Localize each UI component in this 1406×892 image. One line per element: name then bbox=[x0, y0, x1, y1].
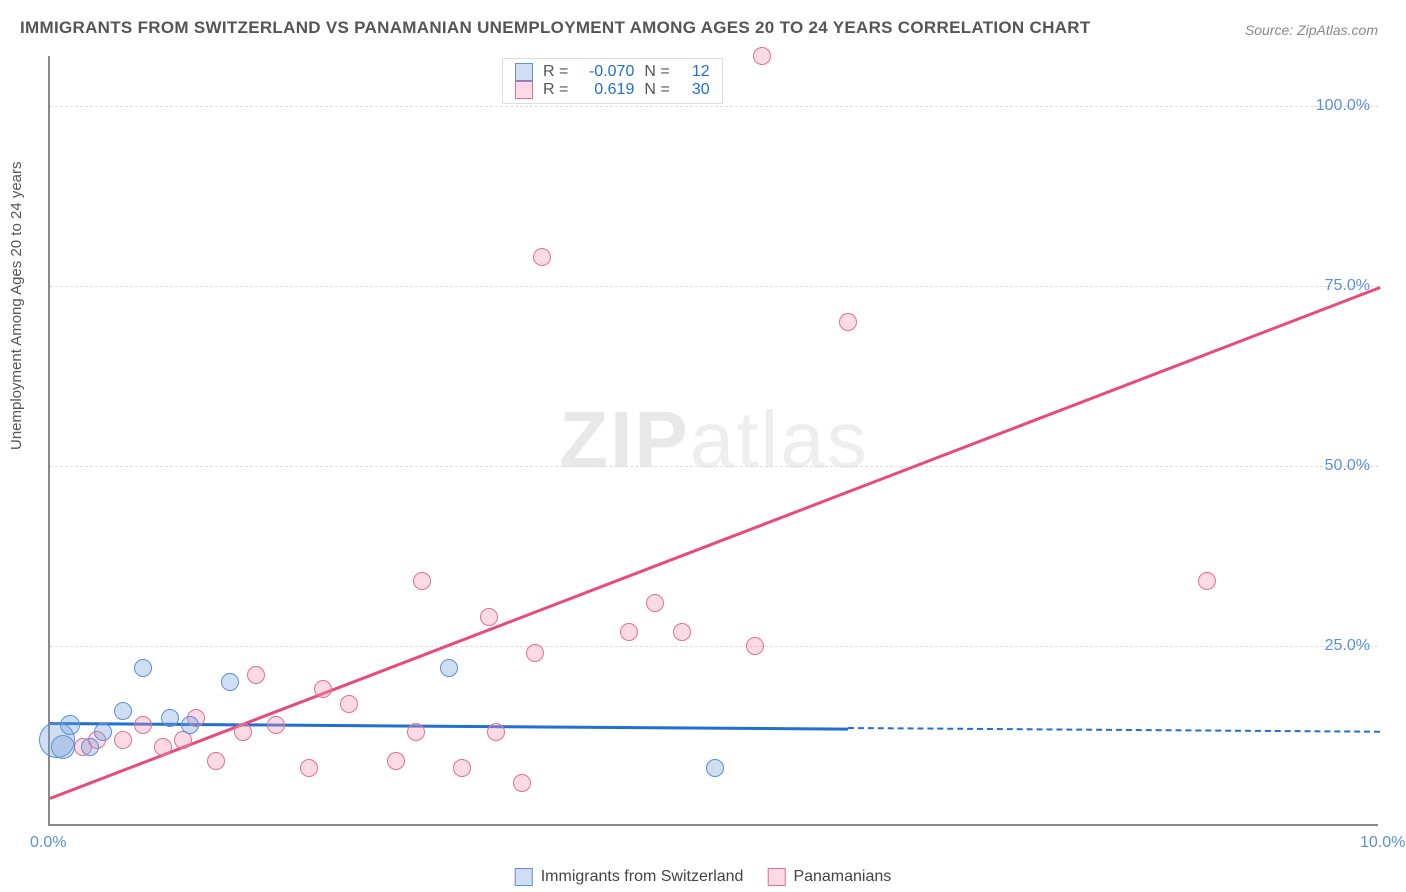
legend-swatch-pink bbox=[767, 868, 785, 886]
plot-area: ZIPatlas R = -0.070 N = 12 R = 0.619 N =… bbox=[48, 56, 1378, 826]
legend-row: R = 0.619 N = 30 bbox=[515, 81, 710, 99]
scatter-point bbox=[753, 47, 771, 65]
legend-item: Immigrants from Switzerland bbox=[515, 868, 744, 886]
watermark-bold: ZIP bbox=[559, 395, 689, 484]
trend-line bbox=[49, 286, 1380, 800]
scatter-point bbox=[480, 608, 498, 626]
scatter-point bbox=[114, 731, 132, 749]
watermark-light: atlas bbox=[690, 395, 869, 484]
r-label: R = bbox=[543, 81, 568, 99]
scatter-point bbox=[839, 313, 857, 331]
scatter-point bbox=[221, 673, 239, 691]
gridline bbox=[50, 106, 1378, 107]
scatter-point bbox=[267, 716, 285, 734]
scatter-point bbox=[114, 702, 132, 720]
gridline bbox=[50, 286, 1378, 287]
legend-label: Immigrants from Switzerland bbox=[541, 868, 744, 886]
scatter-point bbox=[513, 774, 531, 792]
legend-swatch-blue bbox=[515, 63, 533, 81]
scatter-point bbox=[387, 752, 405, 770]
scatter-point bbox=[81, 738, 99, 756]
n-label: N = bbox=[644, 81, 669, 99]
scatter-point bbox=[646, 594, 664, 612]
r-value-2: 0.619 bbox=[578, 81, 634, 99]
x-tick-label: 10.0% bbox=[1360, 834, 1405, 852]
bottom-legend: Immigrants from Switzerland Panamanians bbox=[515, 868, 892, 886]
gridline bbox=[50, 466, 1378, 467]
scatter-point bbox=[134, 659, 152, 677]
scatter-point bbox=[247, 666, 265, 684]
chart-title: IMMIGRANTS FROM SWITZERLAND VS PANAMANIA… bbox=[20, 18, 1091, 38]
scatter-point bbox=[533, 248, 551, 266]
y-axis-label: Unemployment Among Ages 20 to 24 years bbox=[8, 161, 25, 450]
scatter-point bbox=[134, 716, 152, 734]
source-label: Source: ZipAtlas.com bbox=[1245, 22, 1378, 38]
y-tick-label: 50.0% bbox=[1325, 457, 1370, 475]
n-value-2: 30 bbox=[680, 81, 710, 99]
scatter-point bbox=[487, 723, 505, 741]
scatter-point bbox=[673, 623, 691, 641]
scatter-point bbox=[340, 695, 358, 713]
scatter-point bbox=[620, 623, 638, 641]
scatter-point bbox=[746, 637, 764, 655]
n-value-1: 12 bbox=[680, 63, 710, 81]
scatter-point bbox=[314, 680, 332, 698]
scatter-point bbox=[154, 738, 172, 756]
scatter-point bbox=[526, 644, 544, 662]
scatter-point bbox=[413, 572, 431, 590]
scatter-point bbox=[407, 723, 425, 741]
r-label: R = bbox=[543, 63, 568, 81]
scatter-point bbox=[440, 659, 458, 677]
legend-item: Panamanians bbox=[767, 868, 891, 886]
trend-line bbox=[848, 727, 1380, 733]
scatter-point bbox=[161, 709, 179, 727]
y-tick-label: 100.0% bbox=[1316, 97, 1370, 115]
y-tick-label: 25.0% bbox=[1325, 637, 1370, 655]
legend-swatch-pink bbox=[515, 81, 533, 99]
scatter-point bbox=[453, 759, 471, 777]
n-label: N = bbox=[644, 63, 669, 81]
legend-label: Panamanians bbox=[793, 868, 891, 886]
x-tick-label: 0.0% bbox=[30, 834, 66, 852]
legend-swatch-blue bbox=[515, 868, 533, 886]
scatter-point bbox=[94, 723, 112, 741]
scatter-point bbox=[706, 759, 724, 777]
legend-row: R = -0.070 N = 12 bbox=[515, 63, 710, 81]
watermark: ZIPatlas bbox=[559, 394, 868, 486]
scatter-point bbox=[51, 735, 75, 759]
correlation-legend: R = -0.070 N = 12 R = 0.619 N = 30 bbox=[502, 58, 723, 104]
scatter-point bbox=[1198, 572, 1216, 590]
gridline bbox=[50, 646, 1378, 647]
scatter-point bbox=[234, 723, 252, 741]
r-value-1: -0.070 bbox=[578, 63, 634, 81]
scatter-point bbox=[300, 759, 318, 777]
scatter-point bbox=[181, 716, 199, 734]
scatter-point bbox=[207, 752, 225, 770]
scatter-point bbox=[60, 715, 80, 735]
